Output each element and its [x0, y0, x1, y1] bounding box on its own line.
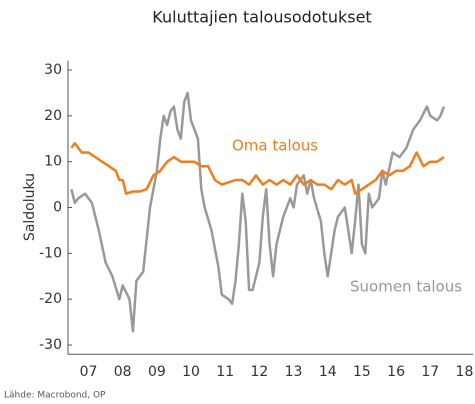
series-label: Oma talous	[232, 137, 318, 155]
x-tick-label: 08	[114, 364, 132, 380]
source: Lähde: Macrobond, OP	[4, 391, 106, 401]
x-tick-label: 13	[285, 364, 303, 380]
x-tick-label: 11	[216, 364, 234, 380]
chart-title: Kuluttajien talousodotukset	[152, 8, 371, 27]
y-tick-label: 0	[53, 200, 62, 216]
y-tick-label: 20	[44, 108, 62, 124]
x-tick-label: 16	[387, 364, 405, 380]
x-tick-label: 14	[319, 364, 337, 380]
x-tick-label: 07	[80, 364, 98, 380]
y-axis-label: Saldoluku	[22, 173, 38, 241]
series-line	[70, 142, 445, 195]
series-label: Suomen talous	[350, 278, 462, 296]
y-tick-label: -30	[39, 337, 62, 353]
x-tick-label: 15	[353, 364, 371, 380]
x-tick-label: 09	[148, 364, 166, 380]
x-tick-label: 18	[456, 364, 474, 380]
x-tick-label: 12	[250, 364, 268, 380]
x-tick-label: 10	[182, 364, 200, 380]
y-tick-label: 10	[44, 154, 62, 170]
x-tick-label: 17	[421, 364, 439, 380]
y-tick-label: -10	[39, 245, 62, 261]
series-line	[70, 91, 446, 333]
y-tick-label: -20	[39, 291, 62, 307]
y-tick-label: 30	[44, 62, 62, 78]
